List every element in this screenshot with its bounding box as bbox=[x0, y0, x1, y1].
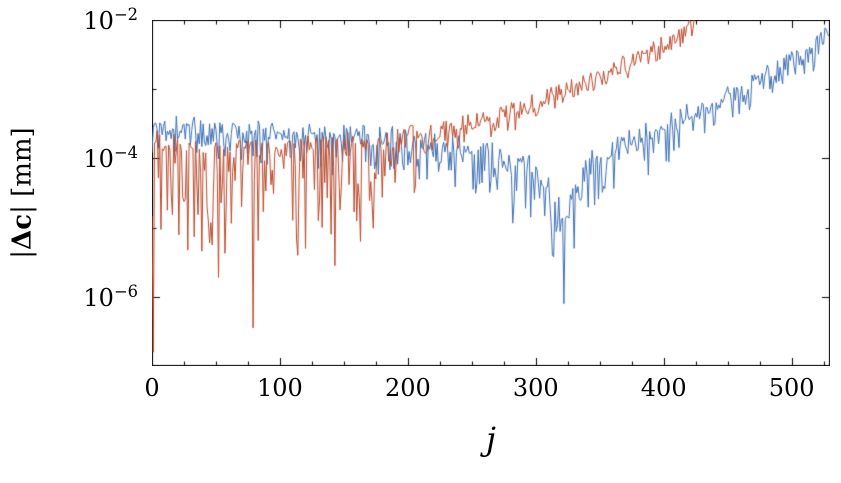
y-label-close: | [mm] bbox=[8, 127, 38, 214]
y-axis-tick-labels: 10−2 10−4 10−6 bbox=[46, 6, 146, 366]
plot-canvas bbox=[152, 20, 830, 366]
plot-area bbox=[152, 20, 830, 366]
y-axis-label: |Δc| [mm] bbox=[0, 20, 46, 366]
y-tick-base: 10 bbox=[83, 283, 114, 312]
x-tick-label: 0 bbox=[144, 374, 160, 402]
y-tick-base: 10 bbox=[83, 145, 114, 174]
x-axis-label: j bbox=[486, 420, 496, 458]
y-tick-exponent: −6 bbox=[113, 281, 138, 301]
x-tick-label: 300 bbox=[512, 374, 559, 402]
x-axis-tick-labels: 0 100 200 300 400 500 bbox=[144, 374, 830, 404]
x-tick-label: 100 bbox=[257, 374, 303, 402]
y-tick-label: 10−2 bbox=[83, 5, 138, 35]
y-tick-exponent: −4 bbox=[113, 143, 138, 163]
y-axis-label-text: |Δc| [mm] bbox=[8, 127, 38, 258]
x-tick-label: 400 bbox=[640, 374, 687, 402]
y-tick-base: 10 bbox=[83, 7, 114, 35]
x-tick-label: 500 bbox=[768, 374, 815, 402]
y-tick-exponent: −2 bbox=[113, 5, 138, 24]
y-tick-label: 10−4 bbox=[83, 143, 138, 174]
y-label-open: | bbox=[8, 249, 38, 259]
y-label-bold: Δc bbox=[8, 213, 38, 250]
y-tick-label: 10−6 bbox=[83, 281, 138, 312]
x-tick-label: 200 bbox=[384, 374, 431, 402]
